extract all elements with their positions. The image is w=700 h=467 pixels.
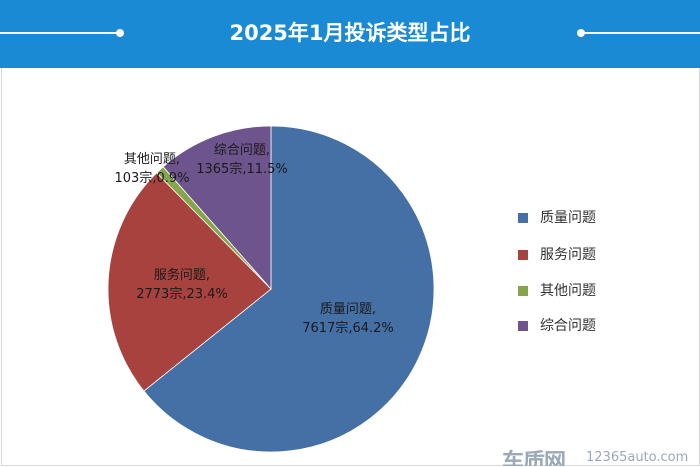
legend-swatch-other [518, 286, 528, 296]
chart-title: 2025年1月投诉类型占比 [229, 21, 471, 45]
legend-label-comprehensive: 综合问题 [540, 318, 596, 334]
chart-header: 2025年1月投诉类型占比 [0, 0, 700, 68]
pie-slice-service [107, 172, 272, 392]
header-left-dot [116, 29, 124, 37]
watermark-logo: 车质网 [502, 450, 566, 466]
data-label-other: 其他问题, 103宗,0.9% [115, 152, 190, 186]
legend-swatch-comprehensive [518, 321, 528, 331]
pie-slice-quality [143, 125, 435, 453]
watermark: 车质网 12365auto.com [502, 440, 698, 466]
header-left-line [0, 32, 120, 34]
legend-label-service: 服务问题 [540, 247, 596, 263]
pie-slice-comprehensive [162, 125, 272, 291]
header-right-dot [577, 29, 585, 37]
header-right-line [584, 32, 700, 34]
legend-label-quality: 质量问题 [540, 210, 596, 226]
data-label-quality: 质量问题, 7617宗,64.2% [302, 302, 394, 336]
legend-label-other: 其他问题 [540, 283, 596, 299]
data-label-comprehensive: 综合问题, 1365宗,11.5% [196, 143, 288, 177]
legend-swatch-service [518, 250, 528, 260]
data-label-service: 服务问题, 2773宗,23.4% [136, 267, 228, 302]
legend-swatch-quality [518, 213, 528, 223]
watermark-url: 12365auto.com [586, 450, 689, 465]
